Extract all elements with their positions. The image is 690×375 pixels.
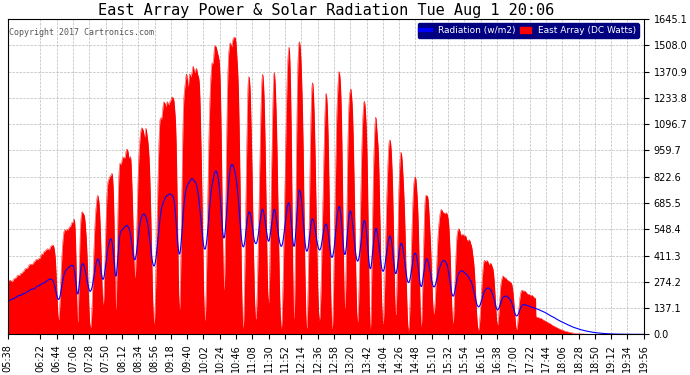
Title: East Array Power & Solar Radiation Tue Aug 1 20:06: East Array Power & Solar Radiation Tue A… xyxy=(98,3,554,18)
Text: Copyright 2017 Cartronics.com: Copyright 2017 Cartronics.com xyxy=(9,28,154,38)
Legend: Radiation (w/m2), East Array (DC Watts): Radiation (w/m2), East Array (DC Watts) xyxy=(417,24,639,38)
